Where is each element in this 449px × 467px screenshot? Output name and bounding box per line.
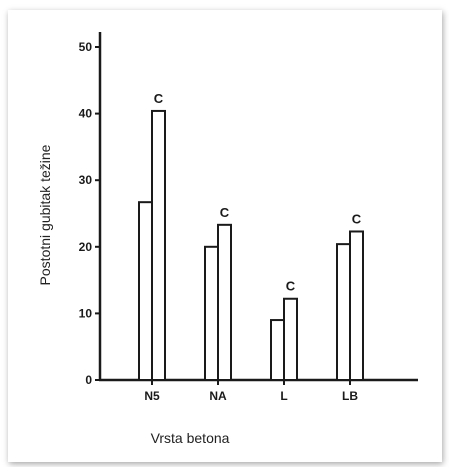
bar-label: C bbox=[352, 211, 362, 226]
bar-n5-c bbox=[151, 109, 166, 381]
bar-l-c bbox=[283, 297, 298, 381]
bar-l bbox=[270, 319, 285, 381]
x-axis-title: Vrsta betona bbox=[151, 430, 230, 446]
bar-label: C bbox=[286, 279, 296, 294]
y-tick-label: 30 bbox=[79, 173, 93, 187]
bar-label: C bbox=[220, 205, 230, 220]
bar-lb-c bbox=[349, 230, 364, 381]
bars: C C C C bbox=[138, 91, 364, 381]
y-axis-title: Postotni gubitak težine bbox=[37, 144, 53, 285]
y-tick-label: 0 bbox=[85, 373, 92, 387]
category-label: L bbox=[280, 389, 287, 403]
bar-label: C bbox=[154, 91, 164, 106]
y-tick-label: 40 bbox=[79, 107, 93, 121]
y-axis bbox=[95, 32, 102, 381]
category-label: N5 bbox=[144, 389, 160, 403]
bar-lb bbox=[336, 243, 351, 381]
y-tick-label: 10 bbox=[79, 306, 93, 320]
bar-na-c bbox=[217, 223, 232, 381]
y-tick-label: 50 bbox=[79, 40, 93, 54]
category-label: LB bbox=[342, 389, 358, 403]
category-labels: N5 NA L LB bbox=[144, 389, 358, 403]
bar-na bbox=[204, 245, 219, 381]
y-tick-labels: 0 10 20 30 40 50 bbox=[79, 40, 93, 387]
bar-n5 bbox=[138, 201, 153, 381]
y-tick-label: 20 bbox=[79, 240, 93, 254]
category-label: NA bbox=[209, 389, 227, 403]
